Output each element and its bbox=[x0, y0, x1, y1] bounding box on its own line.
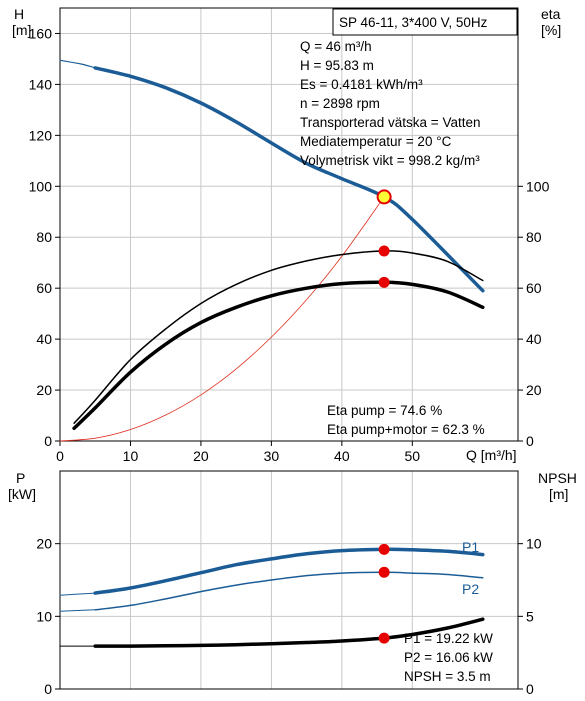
p1-curve bbox=[93, 547, 485, 595]
left-tick-label: 0 bbox=[44, 681, 52, 697]
x-tick-label: 30 bbox=[264, 448, 280, 464]
p2-curve bbox=[94, 571, 484, 611]
npsh-curve bbox=[93, 617, 485, 648]
system-curve bbox=[59, 196, 385, 442]
left-tick-label: 10 bbox=[36, 608, 52, 624]
bottom-grid bbox=[60, 471, 518, 689]
x-tick-label: 40 bbox=[334, 448, 350, 464]
left-tick-label: 100 bbox=[29, 178, 53, 194]
right-tick-label: 10 bbox=[526, 536, 542, 552]
bottom-left-axis-label-1: P bbox=[16, 470, 25, 486]
bottom-points bbox=[378, 543, 390, 644]
eta-pump-curve bbox=[73, 250, 484, 424]
eta-pump-point-marker bbox=[378, 245, 390, 257]
bottom-right-axis-label-2: [m] bbox=[549, 486, 568, 502]
eta-motor-annotation: Eta pump+motor = 62.3 % bbox=[327, 422, 485, 437]
p1-annotation: P1 = 19.22 kW bbox=[404, 631, 493, 646]
left-tick-label: 140 bbox=[29, 76, 53, 92]
bottom-plot-frame bbox=[59, 470, 519, 690]
series-label-p1: P1 bbox=[462, 539, 479, 555]
head-efficiency-chart: 0 20 40 60 80 100 120 140 160 0 20 40 60 80 100 0 10 20… bbox=[12, 6, 561, 464]
p2-annotation: P2 = 16.06 kW bbox=[404, 650, 493, 665]
top-left-axis: 0 20 40 60 80 100 120 140 160 bbox=[29, 25, 60, 449]
x-tick-label: 0 bbox=[56, 448, 64, 464]
head-curve-extrapolated bbox=[59, 59, 96, 69]
left-tick-label: 120 bbox=[29, 127, 53, 143]
info-line: Transporterad vätska = Vatten bbox=[300, 115, 480, 130]
bottom-left-axis-label-2: [kW] bbox=[8, 486, 36, 502]
right-tick-label: 80 bbox=[526, 229, 542, 245]
info-line: Q = 46 m³/h bbox=[300, 39, 372, 54]
right-tick-label: 0 bbox=[526, 433, 534, 449]
power-npsh-chart: 0 10 20 0 5 10 P [kW] NPSH [m] P1 P2 P1 = 19… bbox=[8, 470, 577, 697]
right-tick-label: 100 bbox=[526, 178, 550, 194]
series-label-p2: P2 bbox=[462, 581, 479, 597]
left-tick-label: 40 bbox=[36, 331, 52, 347]
title-box bbox=[332, 8, 518, 36]
chart-title: SP 46-11, 3*400 V, 50Hz bbox=[339, 15, 488, 30]
right-tick-label: 40 bbox=[526, 331, 542, 347]
P2-point-marker bbox=[378, 566, 390, 578]
right-tick-label: 20 bbox=[526, 382, 542, 398]
top-right-axis: 0 20 40 60 80 100 bbox=[518, 178, 550, 449]
left-tick-label: 20 bbox=[36, 382, 52, 398]
info-line: Es = 0.4181 kWh/m³ bbox=[300, 77, 423, 92]
eta-pump-annotation: Eta pump = 74.6 % bbox=[327, 403, 442, 418]
npsh-point-marker bbox=[378, 632, 390, 644]
p1-curve-extrapolated bbox=[59, 592, 96, 596]
top-right-axis-label-1: eta bbox=[541, 6, 561, 22]
info-line: H = 95.83 m bbox=[300, 58, 374, 73]
top-left-axis-label-1: H bbox=[14, 6, 24, 22]
left-tick-label: 160 bbox=[29, 25, 53, 41]
info-line: n = 2898 rpm bbox=[300, 96, 380, 111]
right-tick-label: 0 bbox=[526, 681, 534, 697]
info-line: Volymetrisk vikt = 998.2 kg/m³ bbox=[300, 153, 480, 168]
top-plot-frame bbox=[59, 7, 519, 442]
left-tick-label: 80 bbox=[36, 229, 52, 245]
head-curve bbox=[93, 66, 485, 293]
right-tick-label: 5 bbox=[526, 608, 534, 624]
bottom-series bbox=[59, 547, 485, 648]
right-tick-label: 60 bbox=[526, 280, 542, 296]
npsh-annotation: NPSH = 3.5 m bbox=[404, 669, 491, 684]
eta-motor-point-marker bbox=[378, 276, 390, 288]
p2-curve-extrapolated bbox=[59, 609, 96, 612]
duty-point-marker bbox=[376, 189, 392, 205]
top-left-axis-label-2: [m] bbox=[12, 22, 31, 38]
P1-point-marker bbox=[378, 543, 390, 555]
top-x-axis: 0 10 20 30 40 50 bbox=[56, 441, 420, 464]
bottom-right-axis: 0 5 10 bbox=[518, 536, 542, 697]
info-line: Mediatemperatur = 20 °C bbox=[300, 134, 452, 149]
info-block: Q = 46 m³/h H = 95.83 m Es = 0.4181 kWh/… bbox=[300, 39, 480, 168]
x-tick-label: 10 bbox=[123, 448, 139, 464]
left-tick-label: 0 bbox=[44, 433, 52, 449]
left-tick-label: 60 bbox=[36, 280, 52, 296]
eta-pump-motor-curve bbox=[72, 280, 485, 431]
x-tick-label: 50 bbox=[405, 448, 421, 464]
left-tick-label: 20 bbox=[36, 536, 52, 552]
top-series bbox=[59, 59, 485, 442]
top-points bbox=[376, 189, 392, 288]
bottom-right-axis-label-1: NPSH bbox=[538, 470, 577, 486]
top-right-axis-label-2: [%] bbox=[541, 22, 561, 38]
x-axis-label: Q [m³/h] bbox=[466, 447, 517, 463]
x-tick-label: 20 bbox=[193, 448, 209, 464]
bottom-left-axis: 0 10 20 bbox=[36, 536, 60, 697]
